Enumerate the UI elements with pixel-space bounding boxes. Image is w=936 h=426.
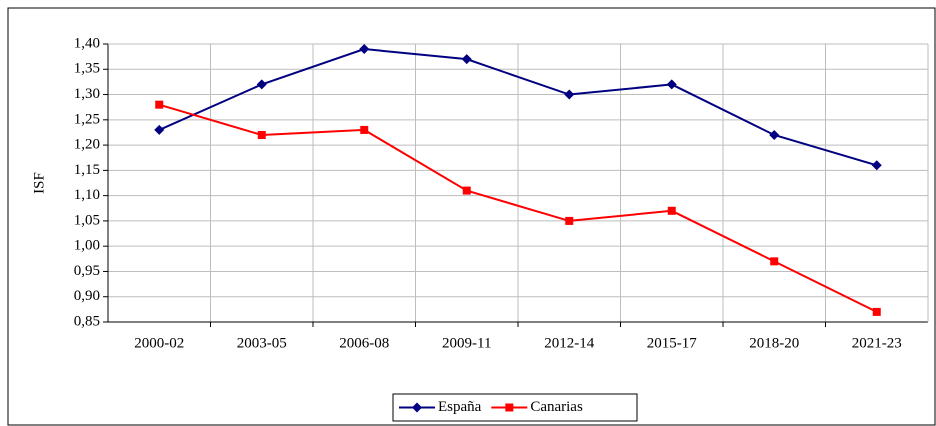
marker bbox=[155, 100, 164, 109]
y-tick-label: 1,40 bbox=[74, 35, 100, 51]
y-tick-label: 1,10 bbox=[74, 187, 100, 203]
x-tick-label: 2000-02 bbox=[134, 335, 184, 351]
x-tick-label: 2015-17 bbox=[647, 335, 697, 351]
marker bbox=[462, 186, 471, 195]
marker bbox=[871, 160, 882, 171]
marker bbox=[770, 257, 779, 266]
x-tick-label: 2021-23 bbox=[852, 335, 902, 351]
y-axis-label: ISF bbox=[31, 172, 47, 194]
x-tick-label: 2006-08 bbox=[339, 335, 389, 351]
x-tick-label: 2003-05 bbox=[237, 335, 287, 351]
marker bbox=[256, 79, 267, 90]
x-tick-label: 2012-14 bbox=[544, 335, 594, 351]
chart-frame bbox=[7, 7, 936, 426]
y-tick-label: 0,85 bbox=[74, 313, 100, 329]
marker bbox=[359, 44, 370, 55]
marker bbox=[154, 124, 165, 135]
marker bbox=[667, 206, 676, 215]
marker bbox=[769, 129, 780, 140]
marker bbox=[564, 89, 575, 100]
y-tick-label: 0,95 bbox=[74, 263, 100, 279]
legend-label: Canarias bbox=[530, 399, 583, 415]
y-tick-label: 1,15 bbox=[74, 162, 100, 178]
y-tick-label: 1,00 bbox=[74, 238, 100, 254]
y-tick-label: 1,20 bbox=[74, 137, 100, 153]
marker bbox=[412, 402, 422, 413]
legend-label: España bbox=[438, 399, 482, 415]
marker bbox=[565, 216, 574, 225]
y-tick-label: 0,90 bbox=[74, 288, 100, 304]
y-tick-label: 1,25 bbox=[74, 111, 100, 127]
y-tick-label: 1,35 bbox=[74, 61, 100, 77]
y-tick-label: 1,05 bbox=[74, 212, 100, 228]
marker bbox=[461, 54, 472, 65]
x-tick-label: 2018-20 bbox=[749, 335, 799, 351]
marker bbox=[505, 403, 514, 412]
marker bbox=[872, 307, 881, 316]
line-series bbox=[158, 48, 878, 167]
marker bbox=[666, 79, 677, 90]
y-tick-label: 1,30 bbox=[74, 86, 100, 102]
marker bbox=[257, 130, 266, 139]
marker bbox=[360, 125, 369, 134]
line-series bbox=[158, 103, 878, 313]
x-tick-label: 2009-11 bbox=[442, 335, 491, 351]
